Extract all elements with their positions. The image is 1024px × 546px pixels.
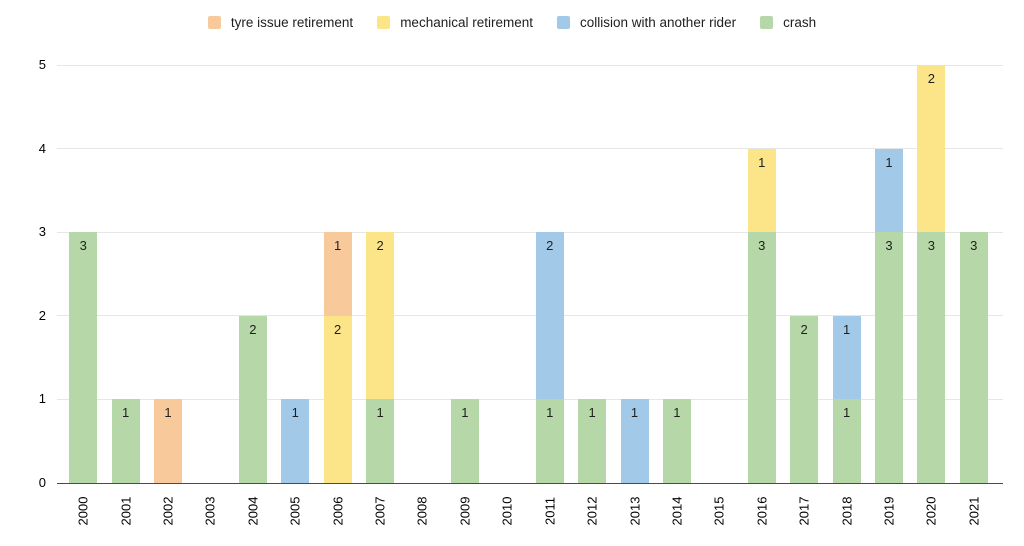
gridline [57, 398, 1003, 400]
bar-value-label: 1 [673, 405, 681, 421]
bar-segment-2009-crash: 1 [450, 399, 479, 483]
bar-value-label: 1 [546, 405, 554, 421]
x-axis-tick-label: 2001 [118, 496, 134, 526]
y-axis-tick-label: 1 [38, 391, 46, 407]
legend-swatch-crash [760, 16, 774, 29]
bar-segment-2019-collision-with-another-rider: 1 [874, 148, 903, 233]
x-axis-tick-label: 2005 [287, 496, 303, 526]
y-axis-tick-label: 5 [38, 57, 46, 72]
bar-segment-2021-crash: 3 [959, 232, 988, 483]
x-axis-tick-label: 2021 [966, 496, 982, 526]
bar-value-label: 3 [79, 238, 87, 254]
y-axis-tick-label: 3 [38, 224, 46, 240]
legend-label: crash [783, 15, 817, 30]
bar-value-label: 1 [630, 405, 639, 421]
bar-segment-2016-crash: 3 [747, 232, 776, 483]
bar-segment-2002-tyre-issue-retirement: 1 [154, 399, 183, 483]
bar-segment-2019-crash: 3 [874, 232, 903, 483]
legend-item-tyre-issue-retirement: tyre issue retirement [207, 15, 354, 30]
bar-segment-2005-collision-with-another-rider: 1 [281, 399, 310, 483]
x-axis-tick-label: 2018 [839, 496, 855, 526]
bar-segment-2014-crash: 1 [662, 399, 691, 483]
legend-item-mechanical-retirement: mechanical retirement [377, 15, 533, 30]
bar-value-label: 1 [842, 321, 851, 337]
bar-value-label: 3 [927, 238, 935, 254]
gridline [57, 64, 1003, 66]
bar-segment-2017-crash: 2 [790, 315, 819, 483]
legend-label: collision with another rider [580, 15, 737, 30]
legend-label: tyre issue retirement [230, 15, 354, 30]
bar-segment-2011-collision-with-another-rider: 2 [535, 232, 564, 400]
x-axis-tick-label: 2015 [711, 496, 727, 526]
legend-swatch-tyre-issue-retirement [207, 16, 221, 29]
bar-value-label: 2 [334, 321, 342, 337]
x-axis-tick-label: 2004 [245, 496, 261, 526]
bar-value-label: 1 [461, 405, 469, 421]
legend-swatch-collision-with-another-rider [557, 16, 570, 29]
gridline [57, 148, 1003, 150]
x-axis-tick-label: 2008 [414, 496, 430, 526]
legend-label: mechanical retirement [400, 15, 533, 30]
bar-value-label: 3 [885, 238, 893, 254]
bar-value-label: 1 [885, 154, 893, 170]
x-axis-tick-label: 2011 [542, 497, 558, 525]
bar-value-label: 2 [927, 71, 935, 86]
bar-value-label: 3 [970, 238, 978, 254]
bar-segment-2006-mechanical-retirement: 2 [323, 315, 352, 483]
bar-segment-2007-mechanical-retirement: 2 [366, 232, 395, 400]
gridline [57, 231, 1003, 233]
bar-segment-2018-collision-with-another-rider: 1 [832, 315, 861, 400]
x-axis-tick-label: 2010 [499, 496, 515, 526]
bar-segment-2000-crash: 3 [69, 232, 98, 483]
x-axis-tick-label: 2019 [881, 496, 897, 526]
bar-value-label: 1 [334, 238, 342, 254]
bar-segment-2016-mechanical-retirement: 1 [747, 148, 776, 233]
bar-segment-2004-crash: 2 [238, 315, 267, 483]
x-axis-tick-label: 2009 [457, 496, 473, 526]
x-axis-tick-label: 2014 [669, 496, 685, 526]
bar-segment-2007-crash: 1 [366, 399, 395, 483]
x-axis-tick-label: 2016 [754, 496, 770, 526]
bar-value-label: 2 [249, 321, 257, 337]
legend-swatch-mechanical-retirement [377, 16, 391, 29]
x-axis-tick-label: 2020 [923, 496, 939, 526]
bar-value-label: 1 [164, 405, 172, 421]
y-axis-tick-label: 2 [38, 307, 46, 323]
x-axis-tick-label: 2003 [202, 496, 218, 526]
x-axis-tick-label: 2000 [75, 496, 91, 526]
bar-segment-2001-crash: 1 [111, 399, 140, 483]
chart-legend: tyre issue retirement mechanical retirem… [0, 15, 1024, 30]
bar-value-label: 2 [800, 321, 808, 337]
y-axis-tick-label: 4 [38, 140, 46, 156]
x-axis-baseline [57, 482, 1003, 484]
bar-value-label: 2 [376, 238, 384, 254]
legend-item-crash: crash [760, 15, 816, 30]
x-axis-tick-label: 2007 [372, 496, 388, 526]
bar-value-label: 1 [291, 405, 299, 421]
bar-segment-2013-collision-with-another-rider: 1 [620, 399, 649, 483]
bar-segment-2012-crash: 1 [578, 399, 607, 483]
x-axis-tick-label: 2013 [627, 496, 643, 526]
x-axis-tick-label: 2017 [796, 496, 812, 526]
bar-value-label: 3 [758, 238, 766, 254]
y-axis-tick-label: 0 [38, 475, 46, 490]
bar-segment-2018-crash: 1 [832, 399, 861, 483]
bar-segment-2020-crash: 3 [917, 232, 946, 483]
x-axis-tick-label: 2006 [330, 496, 346, 526]
gridline [57, 315, 1003, 317]
bar-segment-2020-mechanical-retirement: 2 [917, 65, 946, 233]
bar-value-label: 1 [842, 405, 851, 421]
x-axis-tick-label: 2012 [584, 496, 600, 526]
bar-value-label: 1 [588, 405, 596, 421]
bar-value-label: 1 [376, 405, 384, 421]
bar-segment-2011-crash: 1 [535, 399, 564, 483]
bar-value-label: 1 [758, 154, 766, 170]
bar-segment-2006-tyre-issue-retirement: 1 [323, 232, 352, 316]
x-axis-tick-label: 2002 [160, 496, 176, 526]
legend-item-collision-with-another-rider: collision with another rider [557, 15, 736, 30]
bar-value-label: 1 [121, 405, 130, 421]
bar-value-label: 2 [546, 238, 554, 254]
